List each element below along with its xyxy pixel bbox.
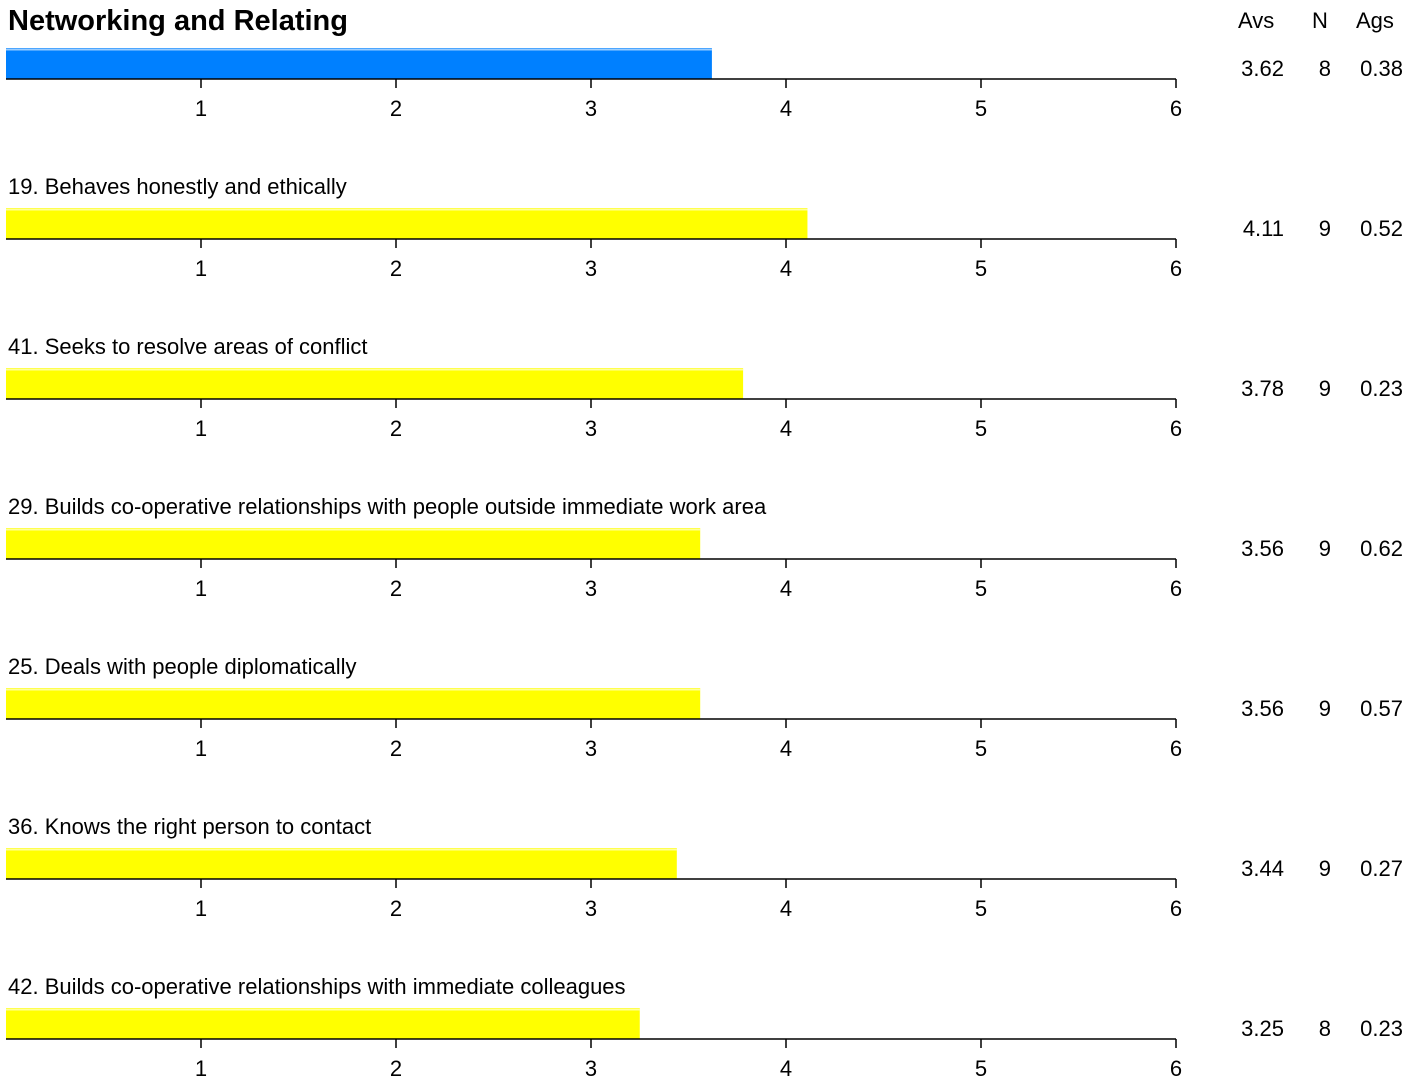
avs-value: 3.56 bbox=[1241, 536, 1284, 561]
score-bar bbox=[6, 528, 701, 559]
x-tick-label: 1 bbox=[195, 1056, 207, 1079]
x-tick-label: 1 bbox=[195, 896, 207, 921]
x-tick-label: 6 bbox=[1170, 736, 1182, 761]
n-value: 8 bbox=[1319, 56, 1331, 81]
x-tick-label: 4 bbox=[780, 576, 792, 601]
item-label: 25. Deals with people diplomatically bbox=[8, 654, 357, 679]
ags-value: 0.38 bbox=[1360, 56, 1403, 81]
avs-value: 3.62 bbox=[1241, 56, 1284, 81]
x-tick-label: 1 bbox=[195, 96, 207, 121]
avs-value: 3.25 bbox=[1241, 1016, 1284, 1041]
x-tick-label: 4 bbox=[780, 736, 792, 761]
x-tick-label: 2 bbox=[390, 576, 402, 601]
x-tick-label: 3 bbox=[585, 96, 597, 121]
x-tick-label: 2 bbox=[390, 896, 402, 921]
item-label: 42. Builds co-operative relationships wi… bbox=[8, 974, 626, 999]
x-tick-label: 2 bbox=[390, 256, 402, 281]
ags-value: 0.23 bbox=[1360, 1016, 1403, 1041]
x-tick-label: 4 bbox=[780, 1056, 792, 1079]
x-tick-label: 1 bbox=[195, 256, 207, 281]
x-tick-label: 2 bbox=[390, 736, 402, 761]
x-tick-label: 6 bbox=[1170, 896, 1182, 921]
avs-value: 3.56 bbox=[1241, 696, 1284, 721]
x-tick-label: 3 bbox=[585, 896, 597, 921]
x-tick-label: 5 bbox=[975, 736, 987, 761]
avs-column-header: Avs bbox=[1238, 8, 1275, 33]
n-value: 9 bbox=[1319, 376, 1331, 401]
ags-value: 0.52 bbox=[1360, 216, 1403, 241]
score-bar bbox=[6, 688, 701, 719]
x-tick-label: 5 bbox=[975, 576, 987, 601]
x-tick-label: 5 bbox=[975, 1056, 987, 1079]
score-bar bbox=[6, 368, 744, 399]
x-tick-label: 4 bbox=[780, 96, 792, 121]
x-tick-label: 5 bbox=[975, 416, 987, 441]
n-value: 9 bbox=[1319, 216, 1331, 241]
score-bar bbox=[6, 48, 712, 79]
x-tick-label: 5 bbox=[975, 896, 987, 921]
item-label: 41. Seeks to resolve areas of conflict bbox=[8, 334, 368, 359]
x-tick-label: 4 bbox=[780, 896, 792, 921]
x-tick-label: 1 bbox=[195, 576, 207, 601]
x-tick-label: 2 bbox=[390, 96, 402, 121]
x-tick-label: 2 bbox=[390, 416, 402, 441]
x-tick-label: 6 bbox=[1170, 1056, 1182, 1079]
x-tick-label: 3 bbox=[585, 576, 597, 601]
x-tick-label: 2 bbox=[390, 1056, 402, 1079]
ags-value: 0.23 bbox=[1360, 376, 1403, 401]
x-tick-label: 3 bbox=[585, 416, 597, 441]
n-value: 9 bbox=[1319, 536, 1331, 561]
avs-value: 3.78 bbox=[1241, 376, 1284, 401]
x-tick-label: 6 bbox=[1170, 256, 1182, 281]
x-tick-label: 3 bbox=[585, 1056, 597, 1079]
x-tick-label: 1 bbox=[195, 416, 207, 441]
ags-column-header: Ags bbox=[1356, 8, 1394, 33]
x-tick-label: 4 bbox=[780, 416, 792, 441]
n-value: 9 bbox=[1319, 696, 1331, 721]
avs-value: 4.11 bbox=[1243, 216, 1284, 241]
item-label: 19. Behaves honestly and ethically bbox=[8, 174, 347, 199]
x-tick-label: 4 bbox=[780, 256, 792, 281]
score-bar bbox=[6, 848, 677, 879]
score-bar bbox=[6, 208, 808, 239]
n-value: 8 bbox=[1319, 1016, 1331, 1041]
x-tick-label: 5 bbox=[975, 256, 987, 281]
x-tick-label: 1 bbox=[195, 736, 207, 761]
avs-value: 3.44 bbox=[1241, 856, 1284, 881]
ags-value: 0.62 bbox=[1360, 536, 1403, 561]
x-tick-label: 3 bbox=[585, 736, 597, 761]
x-tick-label: 6 bbox=[1170, 576, 1182, 601]
x-tick-label: 6 bbox=[1170, 96, 1182, 121]
n-column-header: N bbox=[1312, 8, 1328, 33]
item-label: 36. Knows the right person to contact bbox=[8, 814, 371, 839]
n-value: 9 bbox=[1319, 856, 1331, 881]
x-tick-label: 3 bbox=[585, 256, 597, 281]
item-label: 29. Builds co-operative relationships wi… bbox=[8, 494, 767, 519]
x-tick-label: 6 bbox=[1170, 416, 1182, 441]
chart-title: Networking and Relating bbox=[8, 5, 348, 37]
ags-value: 0.27 bbox=[1360, 856, 1403, 881]
ags-value: 0.57 bbox=[1360, 696, 1403, 721]
score-bar bbox=[6, 1008, 640, 1039]
x-tick-label: 5 bbox=[975, 96, 987, 121]
